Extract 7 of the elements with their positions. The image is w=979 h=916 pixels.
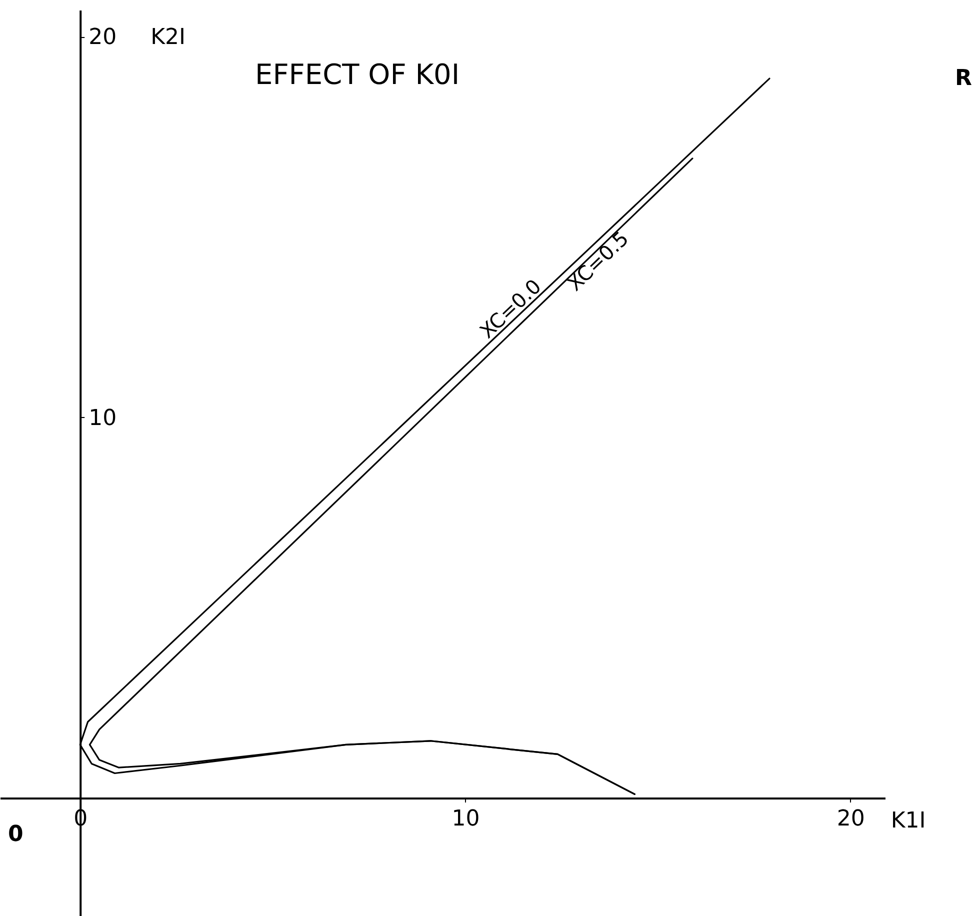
x-tick-label: 20 — [836, 806, 865, 832]
x-axis-title: K1I — [890, 808, 926, 834]
text: R — [955, 66, 972, 91]
text: EFFECT OF K0I — [255, 58, 460, 91]
annotation: 0 — [8, 822, 24, 847]
x-tick-label: 10 — [452, 806, 480, 832]
y-axis-title: K2I — [150, 25, 186, 50]
